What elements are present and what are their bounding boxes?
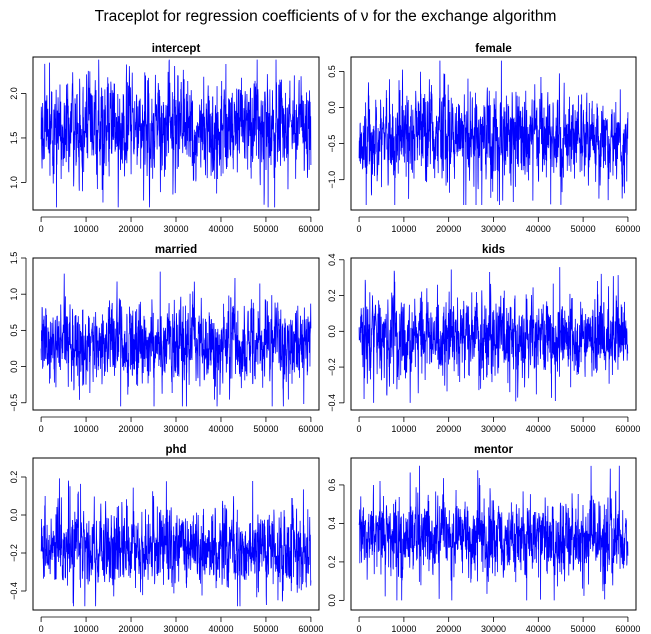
panel-5-y-tick-label: 0.2 xyxy=(9,471,19,484)
panel-2-x-tick-label: 50000 xyxy=(571,224,596,234)
panel-4-x-tick-label: 10000 xyxy=(391,424,416,434)
panel-5-x-tick-label: 40000 xyxy=(208,624,233,634)
panel-2-y-tick-label: 0.5 xyxy=(327,65,337,78)
panel-3-x-tick-label: 40000 xyxy=(208,424,233,434)
panel-6-x-tick-label: 0 xyxy=(357,624,362,634)
panel-1-x-tick-label: 0 xyxy=(39,224,44,234)
panel-4-x-tick-label: 50000 xyxy=(571,424,596,434)
panel-3-x-tick-label: 20000 xyxy=(119,424,144,434)
panel-1-trace-line xyxy=(40,59,312,208)
panel-6-y-tick-label: 0.2 xyxy=(327,556,337,569)
panel-6-x-tick-label: 50000 xyxy=(571,624,596,634)
panel-6-title: mentor xyxy=(474,444,514,456)
panel-1-x-tick-label: 20000 xyxy=(119,224,144,234)
panel-4-x-tick-label: 20000 xyxy=(436,424,461,434)
panel-6-y-tick-label: 0.6 xyxy=(327,479,337,492)
figure-title: Traceplot for regression coefficients of… xyxy=(94,8,557,25)
panel-2-x-tick-label: 0 xyxy=(357,224,362,234)
panel-3-title: married xyxy=(155,244,197,256)
panel-4-x-tick-label: 0 xyxy=(357,424,362,434)
panel-5-x-tick-label: 0 xyxy=(39,624,44,634)
panel-4-y-tick-label: −0.2 xyxy=(327,358,337,376)
panel-2-x-tick-label: 10000 xyxy=(391,224,416,234)
panel-4-y-tick-label: 0.4 xyxy=(327,254,337,267)
panel-5-x-tick-label: 60000 xyxy=(298,624,323,634)
panel-4-x-tick-label: 40000 xyxy=(526,424,551,434)
panel-2-y-tick-label: −1.0 xyxy=(327,171,337,189)
panel-3-y-tick-label: 1.5 xyxy=(9,252,19,265)
panel-2-x-tick-label: 60000 xyxy=(615,224,640,234)
panel-1-title: intercept xyxy=(152,43,201,55)
panel-3-y-tick-label: 1.0 xyxy=(9,288,19,301)
panel-3-y-tick-label: −0.5 xyxy=(9,394,19,412)
panel-3-trace-line xyxy=(40,271,312,407)
panel-5-x-tick-label: 20000 xyxy=(119,624,144,634)
panel-3-y-tick-label: 0.0 xyxy=(9,360,19,373)
panel-1-frame xyxy=(32,56,320,211)
panel-2-y-tick-label: 0.0 xyxy=(327,101,337,114)
panel-6-x-tick-label: 60000 xyxy=(615,624,640,634)
panel-5-y-tick-label: −0.2 xyxy=(9,544,19,562)
panel-4-trace-line xyxy=(358,267,629,403)
panel-1-x-tick-label: 10000 xyxy=(74,224,99,234)
panel-4-y-tick-label: −0.4 xyxy=(327,394,337,412)
panel-6-y-tick-label: 0.0 xyxy=(327,594,337,607)
panel-3-y-tick-label: 0.5 xyxy=(9,324,19,337)
panel-3-frame xyxy=(32,257,320,411)
panel-1-y-tick-label: 1.0 xyxy=(9,176,19,189)
panel-5-title: phd xyxy=(165,444,186,456)
panel-6-trace-line xyxy=(358,465,629,601)
panel-2-frame xyxy=(350,56,637,211)
panel-6-y-tick-label: 0.4 xyxy=(327,517,337,530)
panel-1-x-tick-label: 50000 xyxy=(253,224,278,234)
panel-1-x-tick-label: 60000 xyxy=(298,224,323,234)
panel-3-x-tick-label: 10000 xyxy=(74,424,99,434)
panel-3-x-tick-label: 50000 xyxy=(253,424,278,434)
panel-2-x-tick-label: 30000 xyxy=(481,224,506,234)
panel-4-x-tick-label: 30000 xyxy=(481,424,506,434)
panel-6-x-tick-label: 20000 xyxy=(436,624,461,634)
panel-5-frame xyxy=(32,457,320,611)
panel-4-y-tick-label: 0.0 xyxy=(327,325,337,338)
panel-1-x-tick-label: 40000 xyxy=(208,224,233,234)
panel-1-y-tick-label: 2.0 xyxy=(9,87,19,100)
panel-3-x-tick-label: 60000 xyxy=(298,424,323,434)
panel-6-x-tick-label: 30000 xyxy=(481,624,506,634)
panel-4-frame xyxy=(350,257,637,411)
panel-5-x-tick-label: 10000 xyxy=(74,624,99,634)
panel-2-x-tick-label: 20000 xyxy=(436,224,461,234)
panel-5-x-tick-label: 30000 xyxy=(163,624,188,634)
panel-6-x-tick-label: 10000 xyxy=(391,624,416,634)
panel-3-x-tick-label: 0 xyxy=(39,424,44,434)
panel-2-title: female xyxy=(475,43,511,55)
panel-1-y-tick-label: 1.5 xyxy=(9,132,19,145)
panel-2-y-tick-label: −0.5 xyxy=(327,135,337,153)
panel-2-x-tick-label: 40000 xyxy=(526,224,551,234)
panel-6-frame xyxy=(350,457,637,611)
panel-4-y-tick-label: 0.2 xyxy=(327,289,337,302)
panel-4-title: kids xyxy=(482,244,505,256)
panel-3-x-tick-label: 30000 xyxy=(163,424,188,434)
panel-1-x-tick-label: 30000 xyxy=(163,224,188,234)
panel-5-y-tick-label: 0.0 xyxy=(9,509,19,522)
panel-4-x-tick-label: 60000 xyxy=(615,424,640,434)
panel-5-x-tick-label: 50000 xyxy=(253,624,278,634)
panel-5-y-tick-label: −0.4 xyxy=(9,582,19,600)
panel-2-trace-line xyxy=(358,60,629,205)
panel-6-x-tick-label: 40000 xyxy=(526,624,551,634)
panel-5-trace-line xyxy=(40,478,312,607)
